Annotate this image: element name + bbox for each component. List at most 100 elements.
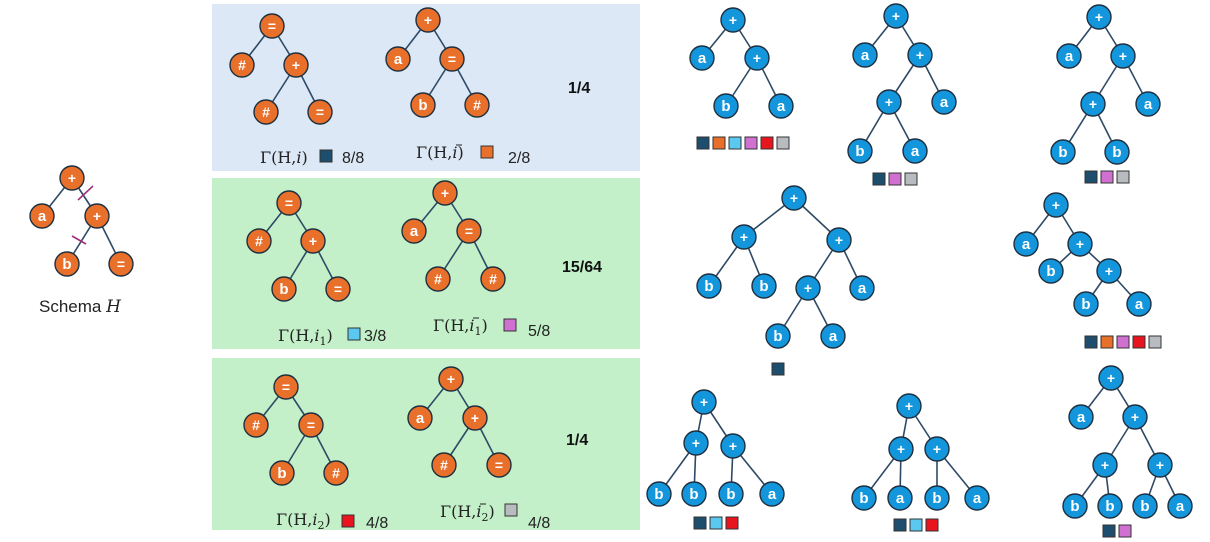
plus-node: + xyxy=(1147,452,1173,478)
a-node: a xyxy=(1013,231,1039,257)
svg-text:a: a xyxy=(1176,498,1185,515)
svg-text:+: + xyxy=(441,185,449,201)
color-swatch-gray xyxy=(904,172,918,186)
svg-text:b: b xyxy=(689,486,698,503)
equals-node: = xyxy=(456,218,482,244)
svg-text:+: + xyxy=(692,435,700,451)
plus-node: + xyxy=(826,227,852,253)
svg-text:+: + xyxy=(700,394,708,410)
svg-text:+: + xyxy=(790,190,798,206)
hash-node: # xyxy=(246,228,272,254)
svg-text:b: b xyxy=(726,486,735,503)
svg-text:+: + xyxy=(1076,236,1084,252)
a-node: a xyxy=(852,42,878,68)
svg-text:b: b xyxy=(418,97,427,114)
gamma-value: 4/8 xyxy=(366,515,388,532)
svg-text:b: b xyxy=(721,98,730,115)
svg-text:+: + xyxy=(753,50,761,66)
color-swatch-red xyxy=(1132,335,1146,349)
color-swatch-orange xyxy=(712,136,726,150)
svg-text:=: = xyxy=(495,457,503,473)
a-node: a xyxy=(759,481,785,507)
plus-node: + xyxy=(1096,258,1122,284)
a-node: a xyxy=(401,218,427,244)
plus-node: + xyxy=(876,89,902,115)
svg-text:b: b xyxy=(773,328,782,345)
tree: = # = b # xyxy=(243,374,349,486)
svg-text:a: a xyxy=(829,328,838,345)
plus-node: + xyxy=(781,185,807,211)
a-node: a xyxy=(1135,91,1161,117)
equals-node: = xyxy=(298,412,324,438)
color-swatch-lightblue xyxy=(909,518,923,532)
plus-node: + xyxy=(691,389,717,415)
tree: + a = b # xyxy=(385,7,490,118)
equals-node: = xyxy=(307,99,333,125)
b-node: b xyxy=(851,485,877,511)
plus-node: + xyxy=(300,228,326,254)
svg-text:#: # xyxy=(332,465,340,481)
tree: + a + b = xyxy=(29,165,134,277)
tree: = # + b = xyxy=(246,190,351,302)
svg-text:b: b xyxy=(279,281,288,298)
color-swatch-violet xyxy=(503,318,517,332)
color-swatch-violet xyxy=(1100,170,1114,184)
color-swatch-violet xyxy=(888,172,902,186)
plus-node: + xyxy=(720,7,746,33)
a-node: a xyxy=(820,323,846,349)
svg-text:a: a xyxy=(1144,96,1153,113)
svg-text:a: a xyxy=(394,51,403,68)
color-swatch-navy xyxy=(771,362,785,376)
tree: + a = # # xyxy=(401,180,506,292)
b-node: b xyxy=(847,138,873,164)
color-swatch-gray xyxy=(1116,170,1130,184)
color-swatch-navy xyxy=(872,172,886,186)
svg-text:+: + xyxy=(933,441,941,457)
a-node: a xyxy=(1167,493,1193,519)
a-node: a xyxy=(689,45,715,71)
svg-text:b: b xyxy=(759,278,768,295)
color-swatch-violet xyxy=(1118,524,1132,538)
svg-text:=: = xyxy=(316,104,324,120)
svg-text:#: # xyxy=(489,271,497,287)
svg-text:b: b xyxy=(704,278,713,295)
svg-text:+: + xyxy=(1095,9,1103,25)
svg-text:b: b xyxy=(277,465,286,482)
svg-text:a: a xyxy=(698,50,707,67)
svg-text:+: + xyxy=(1156,457,1164,473)
color-swatch-navy xyxy=(693,516,707,530)
equals-node: = xyxy=(276,190,302,216)
a-node: a xyxy=(931,89,957,115)
svg-text:=: = xyxy=(117,256,125,272)
b-node: b xyxy=(924,485,950,511)
svg-text:a: a xyxy=(38,208,47,225)
plus-node: + xyxy=(462,405,488,431)
panel-1-ratio: 1/4 xyxy=(568,80,590,97)
b-node: b xyxy=(269,460,295,486)
a-node: a xyxy=(964,485,990,511)
plus-node: + xyxy=(1110,43,1136,69)
svg-text:#: # xyxy=(238,57,246,73)
plus-node: + xyxy=(883,3,909,29)
svg-text:a: a xyxy=(1065,48,1074,65)
plus-node: + xyxy=(1067,231,1093,257)
svg-text:a: a xyxy=(1077,409,1086,426)
a-node: a xyxy=(1126,291,1152,317)
svg-text:+: + xyxy=(892,8,900,24)
b-node: b xyxy=(1132,493,1158,519)
tree: + + + b b b a xyxy=(646,389,785,507)
plus-node: + xyxy=(59,165,85,191)
svg-text:b: b xyxy=(1081,296,1090,313)
panel-3-ratio: 1/4 xyxy=(566,432,588,449)
equals-node: = xyxy=(439,46,465,72)
color-swatch-red xyxy=(925,518,939,532)
a-node: a xyxy=(1056,43,1082,69)
plus-node: + xyxy=(283,52,309,78)
svg-text:+: + xyxy=(1089,96,1097,112)
svg-text:a: a xyxy=(973,490,982,507)
svg-text:b: b xyxy=(855,143,864,160)
plus-node: + xyxy=(1122,404,1148,430)
plus-node: + xyxy=(415,7,441,33)
svg-text:+: + xyxy=(740,229,748,245)
